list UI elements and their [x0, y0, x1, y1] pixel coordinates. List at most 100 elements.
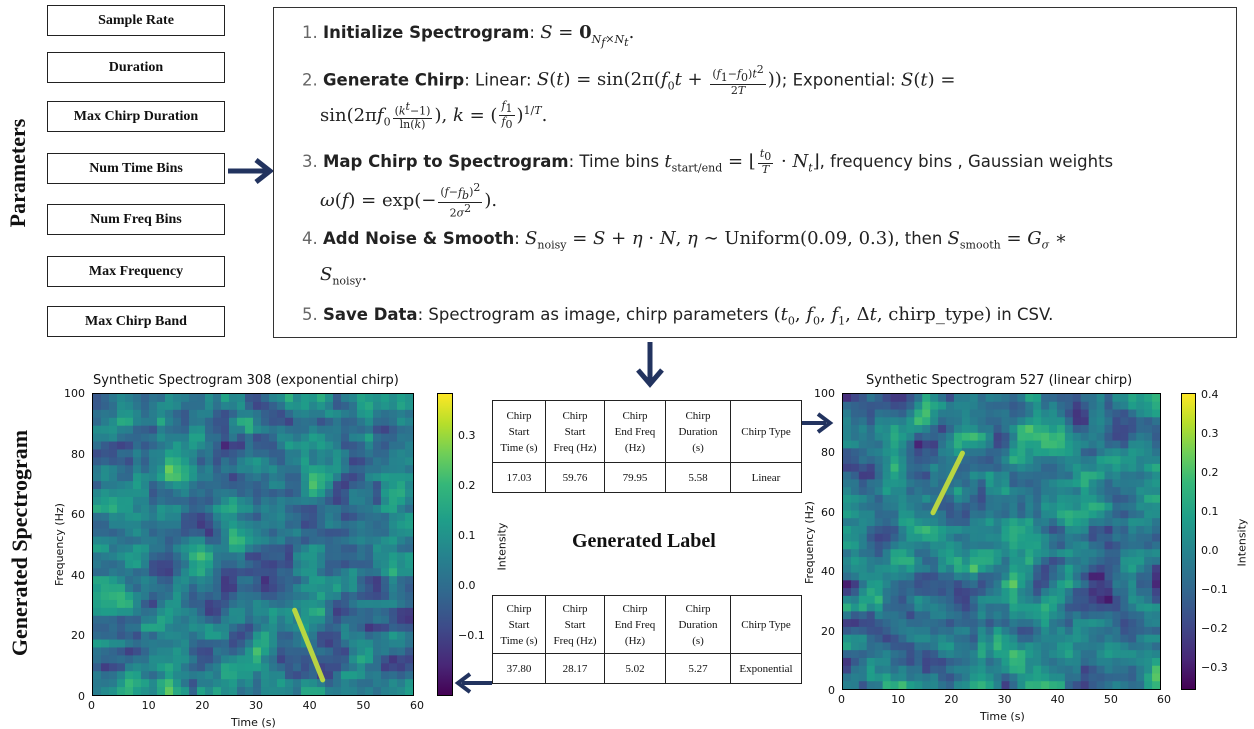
right-x-tick: 10 — [891, 693, 906, 706]
header-start-freq: Chirp Start Freq (Hz) — [545, 400, 605, 463]
left-xlabel: Time (s) — [231, 716, 276, 729]
left-x-tick: 0 — [88, 699, 95, 712]
right-colorbar-label: Intensity — [1235, 518, 1249, 567]
param-max-frequency: Max Frequency — [47, 256, 225, 287]
parameters-side-label: Parameters — [5, 118, 30, 228]
header-end-freq: Chirp End Freq (Hz) — [604, 400, 666, 463]
left-ylabel: Frequency (Hz) — [52, 503, 66, 586]
header-start-time: Chirp Start Time (s) — [492, 400, 546, 463]
chirp-trace — [930, 450, 965, 516]
right-x-tick: 20 — [944, 693, 959, 706]
right-plot-title: Synthetic Spectrogram 527 (linear chirp) — [866, 373, 1133, 388]
right-spectrogram-heatmap — [842, 393, 1161, 690]
right-colorbar-tick: −0.2 — [1201, 622, 1228, 635]
param-num-freq-bins: Num Freq Bins — [47, 204, 225, 235]
right-x-tick: 40 — [1050, 693, 1065, 706]
right-y-tick: 0 — [828, 684, 835, 697]
generated-label-heading: Generated Label — [572, 530, 716, 552]
left-colorbar-tick: 0.1 — [458, 529, 476, 542]
cell-duration: 5.27 — [665, 653, 731, 684]
param-max-chirp-duration: Max Chirp Duration — [47, 101, 225, 132]
left-y-tick: 80 — [71, 447, 85, 461]
right-y-tick: 40 — [821, 565, 835, 579]
left-y-tick: 100 — [64, 387, 85, 400]
cell-start-time: 37.80 — [492, 653, 546, 684]
right-x-tick: 0 — [838, 693, 845, 706]
cell-start-time: 17.03 — [492, 462, 546, 493]
left-spectrogram-heatmap — [92, 393, 414, 696]
step-3: 3. Map Chirp to Spectrogram: Time bins t… — [302, 147, 1114, 177]
cell-start-freq: 28.17 — [545, 653, 605, 684]
left-x-tick: 30 — [249, 699, 263, 712]
header-start-time: Chirp Start Time (s) — [492, 595, 546, 654]
param-sample-rate: Sample Rate — [47, 5, 225, 36]
cell-type: Linear — [730, 462, 802, 493]
header-duration: Chirp Duration (s) — [665, 400, 731, 463]
step-2-cont: sin(2πf0 (kt−1) ln(k)), k = (f1 f0)1/T. — [320, 99, 548, 132]
algorithm-steps-box: 1. Initialize Spectrogram: S = 0Nf×Nt. 2… — [273, 7, 1237, 338]
param-max-chirp-band: Max Chirp Band — [47, 306, 225, 337]
label-table-exponential: Chirp Start Time (s) Chirp Start Freq (Hz) C… — [492, 595, 802, 684]
right-arrow-icon — [228, 158, 275, 184]
left-colorbar-tick: 0.2 — [458, 479, 476, 492]
right-x-tick: 50 — [1103, 693, 1118, 706]
right-colorbar-tick: 0.2 — [1201, 466, 1219, 479]
left-x-tick: 50 — [356, 699, 371, 712]
down-arrow-icon — [636, 342, 664, 388]
left-y-tick: 0 — [78, 690, 85, 703]
table-header-row: Chirp Start Time (s) Chirp Start Freq (Hz) C… — [492, 595, 802, 654]
label-table-linear: Chirp Start Time (s) Chirp Start Freq (Hz) C… — [492, 400, 802, 493]
right-x-tick: 30 — [997, 693, 1012, 706]
right-y-tick: 80 — [821, 446, 835, 460]
header-duration: Chirp Duration (s) — [665, 595, 731, 654]
noise-cells — [93, 394, 413, 695]
table-row: 17.03 59.76 79.95 5.58 Linear — [492, 462, 802, 493]
right-colorbar-tick: −0.3 — [1201, 661, 1228, 674]
param-num-time-bins: Num Time Bins — [47, 153, 225, 184]
cell-duration: 5.58 — [665, 462, 731, 493]
right-xlabel: Time (s) — [980, 710, 1025, 723]
noise-cells — [843, 394, 1160, 689]
right-colorbar-tick: 0.3 — [1201, 427, 1219, 440]
step-3-cont: ω(f) = exp(− (f−fb)2 2σ2). — [320, 181, 498, 220]
left-x-tick: 20 — [195, 699, 210, 712]
cell-start-freq: 59.76 — [545, 462, 605, 493]
step-2: 2. Generate Chirp: Linear: S(t) = sin(2π… — [302, 63, 956, 97]
left-colorbar-tick: 0.3 — [458, 429, 476, 442]
step-5: 5. Save Data: Spectrogram as image, chir… — [302, 304, 1054, 328]
right-colorbar-tick: 0.1 — [1201, 505, 1219, 518]
header-type: Chirp Type — [730, 400, 802, 463]
left-x-tick: 10 — [141, 699, 156, 712]
generated-spectrogram-side-label: Generated Spectrogram — [7, 429, 32, 657]
step-4: 4. Add Noise & Smooth: Snoisy = S + η · … — [302, 228, 1068, 252]
cell-type: Exponential — [730, 653, 802, 684]
header-end-freq: Chirp End Freq (Hz) — [604, 595, 666, 654]
table-header-row: Chirp Start Time (s) Chirp Start Freq (Hz) C… — [492, 400, 802, 463]
param-duration: Duration — [47, 52, 225, 83]
right-colorbar — [1181, 393, 1196, 690]
chirp-trace — [292, 607, 326, 683]
right-x-tick: 60 — [1157, 693, 1171, 706]
right-colorbar-tick: 0.0 — [1201, 544, 1219, 557]
step-1: 1. Initialize Spectrogram: S = 0Nf×Nt. — [302, 22, 635, 49]
left-y-tick: 40 — [71, 568, 85, 582]
right-y-tick: 20 — [821, 624, 835, 638]
left-y-tick: 20 — [71, 629, 85, 643]
step-4-cont: Snoisy. — [320, 264, 368, 288]
right-ylabel: Frequency (Hz) — [802, 501, 816, 584]
right-colorbar-tick: 0.4 — [1201, 388, 1219, 401]
left-colorbar-tick: 0.0 — [458, 579, 476, 592]
left-y-tick: 60 — [71, 508, 85, 522]
right-y-tick: 60 — [821, 505, 835, 519]
cell-end-freq: 5.02 — [604, 653, 666, 684]
right-y-tick: 100 — [814, 387, 835, 400]
left-x-tick: 60 — [410, 699, 424, 712]
header-start-freq: Chirp Start Freq (Hz) — [545, 595, 605, 654]
left-plot-title: Synthetic Spectrogram 308 (exponential c… — [93, 373, 399, 388]
left-colorbar — [437, 393, 453, 696]
left-x-tick: 40 — [302, 699, 317, 712]
cell-end-freq: 79.95 — [604, 462, 666, 493]
left-colorbar-label: Intensity — [495, 522, 509, 571]
right-colorbar-tick: −0.1 — [1201, 583, 1228, 596]
header-type: Chirp Type — [730, 595, 802, 654]
